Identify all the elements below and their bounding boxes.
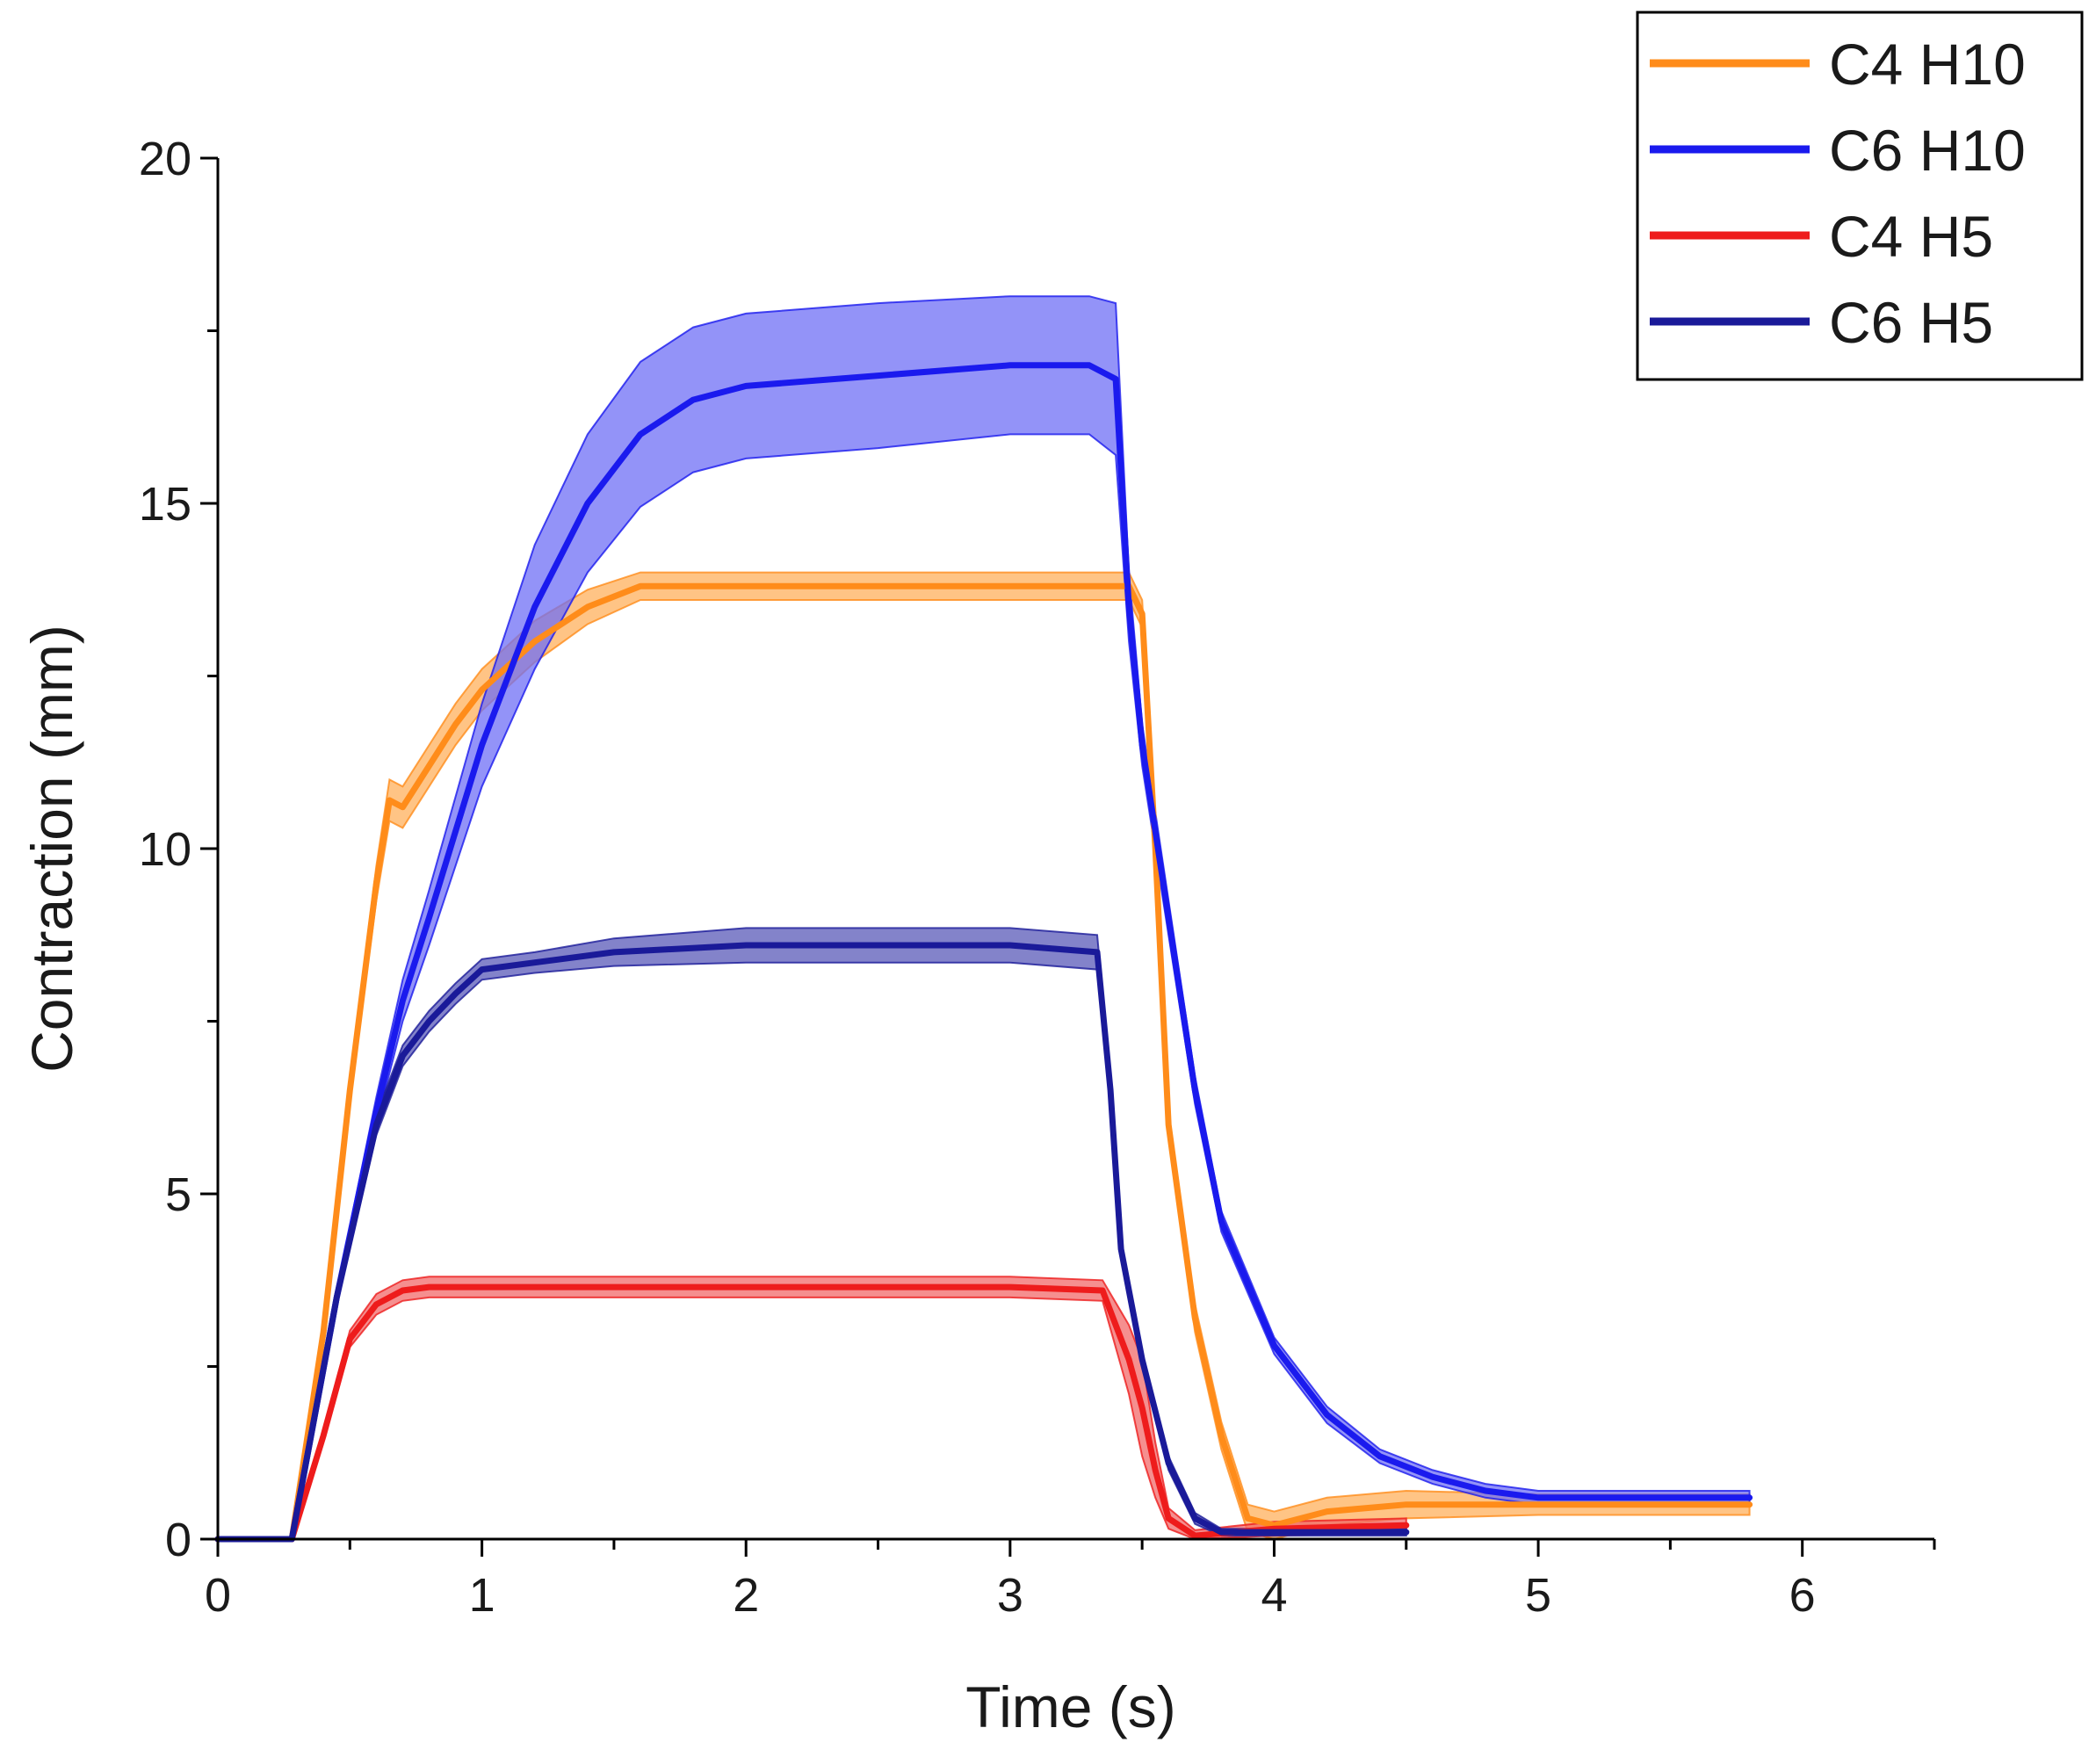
y-tick-label: 20: [139, 133, 192, 185]
error-band-c4-h5: [218, 1276, 1407, 1541]
series-line-c6-h10: [214, 362, 1753, 1543]
y-tick-label: 10: [139, 823, 192, 876]
series-line-c4-h10: [214, 582, 1753, 1543]
series-line-c6-h5: [214, 942, 1410, 1543]
error-band-c6-h10: [218, 295, 1751, 1540]
x-tick-label: 1: [469, 1569, 495, 1622]
x-tick-label: 2: [733, 1569, 759, 1622]
y-axis-title: Contraction (mm): [19, 625, 84, 1073]
tick-marks: [200, 156, 1936, 1557]
legend-label-c6-h5: C6 H5: [1829, 290, 1993, 355]
x-axis-title: Time (s): [965, 1674, 1176, 1739]
x-tick-label: 3: [997, 1569, 1023, 1622]
series-lines: [214, 362, 1753, 1543]
legend-label-c4-h5: C4 H5: [1829, 204, 1993, 269]
x-tick-label: 6: [1789, 1569, 1816, 1622]
y-tick-label: 5: [165, 1168, 192, 1221]
x-tick-label: 4: [1261, 1569, 1287, 1622]
legend-label-c6-h10: C6 H10: [1829, 118, 2026, 183]
x-tick-label: 0: [205, 1569, 231, 1622]
series-line-c4-h5: [214, 1283, 1410, 1543]
error-band-c4-h10: [218, 571, 1751, 1541]
legend-label-c4-h10: C4 H10: [1829, 32, 2026, 97]
legend: C4 H10 C6 H10 C4 H5 C6 H5: [1636, 11, 2084, 381]
x-tick-label: 5: [1525, 1569, 1551, 1622]
y-tick-label: 15: [139, 478, 192, 531]
error-bands: [218, 295, 1751, 1541]
y-tick-label: 0: [165, 1514, 192, 1566]
tick-labels: 0 1 2 3 4 5 6 0 5 10 15 20: [139, 133, 1816, 1622]
